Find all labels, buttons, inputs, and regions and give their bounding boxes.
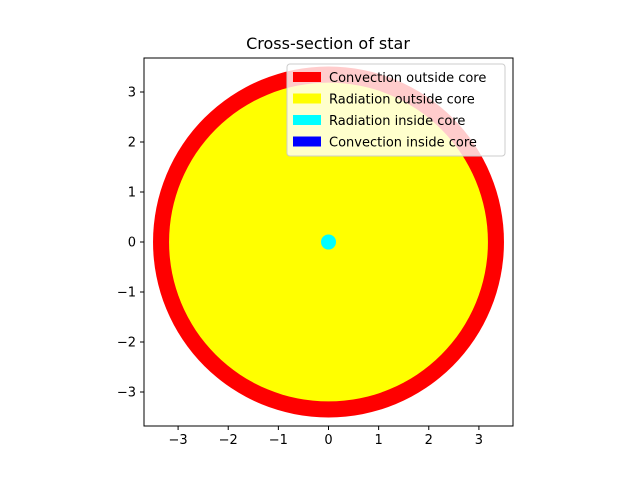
- legend-label: Convection outside core: [329, 71, 486, 86]
- y-tick-label: −3: [117, 386, 136, 401]
- x-tick-label: −1: [269, 433, 288, 448]
- y-tick-label: 2: [128, 136, 136, 151]
- region-radiation-inside-core: [320, 234, 337, 250]
- y-tick-label: 3: [128, 86, 136, 101]
- legend-label: Convection inside core: [329, 136, 477, 151]
- legend-box: [286, 63, 506, 157]
- x-tick-label: −2: [219, 433, 238, 448]
- legend-swatch: [293, 93, 321, 104]
- x-tick-label: 2: [425, 433, 433, 448]
- y-tick-label: 0: [128, 236, 136, 251]
- legend-swatch: [293, 136, 321, 147]
- y-tick-label: 1: [128, 186, 136, 201]
- x-tick-label: 3: [475, 433, 483, 448]
- x-tick-label: 1: [374, 433, 382, 448]
- legend-swatch: [293, 72, 321, 82]
- legend-label: Radiation outside core: [329, 93, 475, 108]
- legend-swatch: [293, 115, 321, 125]
- y-tick-label: −2: [117, 336, 136, 351]
- y-tick-label: −1: [117, 286, 136, 301]
- x-tick-label: −3: [169, 433, 188, 448]
- x-tick-label: 0: [324, 433, 332, 448]
- legend-label: Radiation inside core: [329, 114, 465, 129]
- chart-title: Cross-section of star: [246, 34, 410, 53]
